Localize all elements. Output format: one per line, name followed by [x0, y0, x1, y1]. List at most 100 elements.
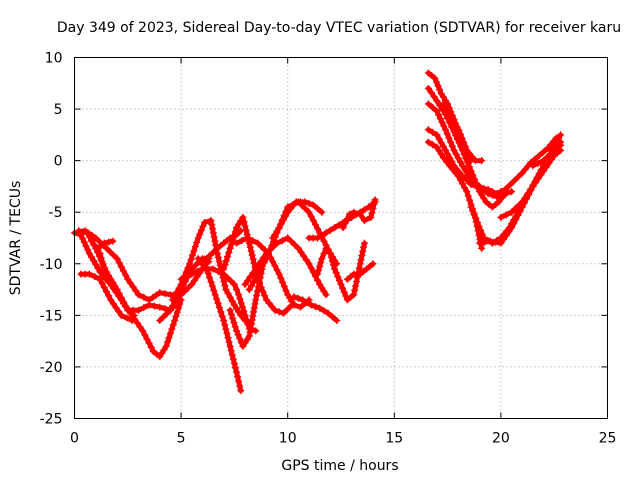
interpolated-point — [510, 220, 518, 228]
interpolated-point — [277, 220, 285, 228]
interpolated-point — [500, 235, 508, 243]
interpolated-point — [300, 252, 308, 260]
x-tick-label: 15 — [385, 431, 403, 447]
interpolated-point — [215, 304, 223, 312]
interpolated-point — [222, 257, 230, 265]
data-point — [233, 368, 241, 376]
data-point — [233, 327, 241, 335]
data-point — [454, 172, 462, 180]
interpolated-point — [360, 243, 368, 251]
interpolated-point — [249, 237, 257, 245]
interpolated-point — [228, 351, 236, 359]
interpolated-point — [353, 277, 361, 285]
interpolated-point — [90, 257, 98, 265]
data-point — [424, 138, 432, 146]
interpolated-point — [220, 278, 228, 286]
data-point — [424, 100, 432, 108]
interpolated-point — [430, 93, 438, 101]
data-point — [350, 291, 358, 299]
interpolated-point — [173, 308, 181, 316]
interpolated-point — [368, 209, 376, 217]
data-point — [433, 107, 441, 115]
interpolated-point — [105, 238, 113, 246]
interpolated-point — [254, 283, 262, 291]
interpolated-point — [204, 269, 212, 277]
interpolated-point — [314, 276, 322, 284]
interpolated-point — [249, 269, 257, 277]
data-point — [222, 286, 230, 294]
interpolated-point — [236, 335, 244, 343]
interpolated-point — [254, 287, 262, 295]
chart-title: Day 349 of 2023, Sidereal Day-to-day VTE… — [57, 20, 621, 36]
data-point — [367, 213, 375, 221]
interpolated-point — [280, 282, 288, 290]
data-point — [550, 146, 558, 154]
interpolated-point — [335, 221, 343, 229]
data-point — [441, 126, 449, 134]
interpolated-point — [352, 282, 360, 290]
interpolated-point — [240, 307, 248, 315]
interpolated-point — [226, 293, 234, 301]
interpolated-point — [218, 312, 226, 320]
interpolated-point — [429, 128, 437, 136]
interpolated-point — [439, 142, 447, 150]
data-point — [508, 208, 516, 216]
data-point — [241, 280, 249, 288]
interpolated-point — [224, 289, 232, 297]
data-point — [156, 289, 164, 297]
interpolated-point — [182, 273, 190, 281]
interpolated-point — [435, 135, 443, 143]
data-point — [305, 260, 313, 268]
interpolated-point — [246, 328, 254, 336]
interpolated-point — [250, 308, 258, 316]
interpolated-point — [246, 243, 254, 251]
interpolated-point — [209, 229, 217, 237]
interpolated-point — [175, 304, 183, 312]
interpolated-point — [221, 261, 229, 269]
interpolated-point — [100, 267, 108, 275]
interpolated-point — [229, 236, 237, 244]
y-tick-label: -10 — [40, 257, 63, 273]
data-point — [284, 234, 292, 242]
interpolated-point — [332, 269, 340, 277]
data-point — [322, 229, 330, 237]
interpolated-point — [222, 325, 230, 333]
data-point — [431, 74, 439, 82]
interpolated-point — [106, 248, 114, 256]
interpolated-point — [463, 176, 471, 184]
interpolated-point — [234, 331, 242, 339]
interpolated-point — [141, 331, 149, 339]
interpolated-point — [190, 247, 198, 255]
data-point — [205, 253, 213, 261]
data-point — [476, 239, 484, 247]
interpolated-point — [314, 225, 322, 233]
interpolated-point — [512, 215, 520, 223]
interpolated-point — [99, 262, 107, 270]
series-arc-13 — [226, 265, 266, 350]
interpolated-point — [88, 253, 96, 261]
interpolated-point — [301, 205, 309, 213]
interpolated-point — [112, 304, 120, 312]
data-point — [324, 309, 332, 317]
interpolated-point — [460, 150, 468, 158]
interpolated-point — [230, 319, 238, 327]
data-point — [346, 210, 354, 218]
interpolated-point — [273, 266, 281, 274]
interpolated-point — [214, 268, 222, 276]
interpolated-point — [315, 266, 323, 274]
data-point — [130, 311, 138, 319]
interpolated-point — [98, 279, 106, 287]
interpolated-point — [231, 364, 239, 372]
data-point — [211, 291, 219, 299]
interpolated-point — [465, 163, 473, 171]
interpolated-point — [110, 251, 118, 259]
interpolated-point — [193, 238, 201, 246]
interpolated-point — [161, 290, 169, 298]
interpolated-point — [234, 373, 242, 381]
data-point — [145, 296, 153, 304]
data-point — [467, 203, 475, 211]
interpolated-point — [452, 122, 460, 130]
interpolated-point — [448, 114, 456, 122]
interpolated-point — [450, 118, 458, 126]
